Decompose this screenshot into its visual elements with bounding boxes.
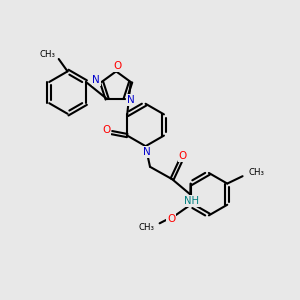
Text: NH: NH — [184, 196, 199, 206]
Text: CH₃: CH₃ — [248, 168, 264, 177]
Text: O: O — [167, 214, 175, 224]
Text: O: O — [102, 125, 110, 135]
Text: CH₃: CH₃ — [39, 50, 55, 59]
Text: O: O — [178, 151, 187, 161]
Text: N: N — [127, 95, 134, 105]
Text: CH₃: CH₃ — [138, 223, 154, 232]
Text: N: N — [92, 76, 100, 85]
Text: N: N — [143, 147, 151, 157]
Text: O: O — [113, 61, 122, 71]
